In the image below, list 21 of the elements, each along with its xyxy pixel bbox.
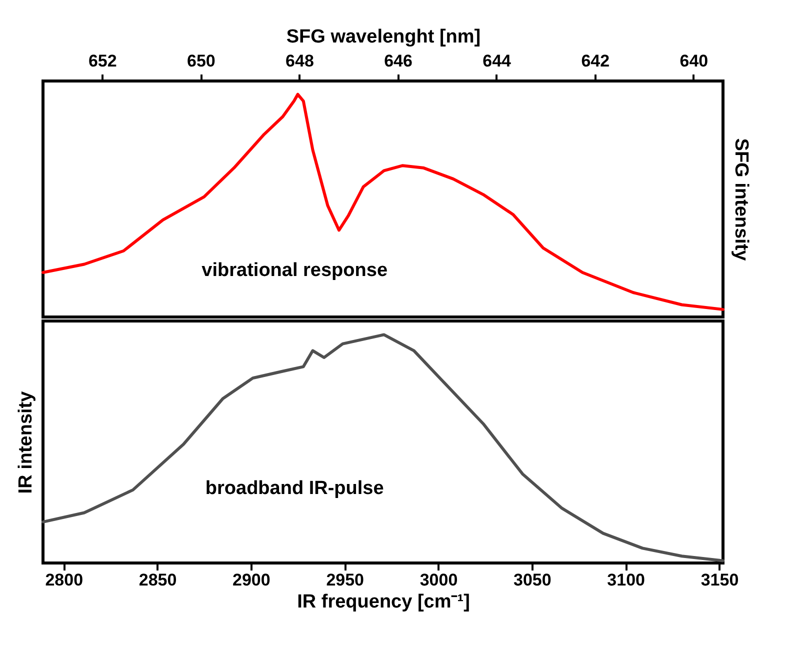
x-tick-label: 3050 <box>514 570 552 590</box>
x2-tick-label: 644 <box>482 52 512 70</box>
annotation: vibrational response <box>202 260 388 281</box>
x-tick-label: 2950 <box>326 570 364 590</box>
x2-tick-label: 640 <box>680 52 708 70</box>
x2-tick-label: 642 <box>581 52 610 70</box>
x-tick-label: 3000 <box>420 570 458 590</box>
y-axis-title: IR intensity <box>16 390 36 494</box>
x-tick-label: 2900 <box>232 570 270 590</box>
x2-tick-label: 646 <box>384 52 412 70</box>
x-axis-title: IR frequency [cm⁻¹] <box>297 592 470 612</box>
x2-tick-label: 648 <box>286 52 314 70</box>
x-tick-label: 3100 <box>607 570 646 590</box>
y2-axis-title: SFG intensity <box>730 138 752 262</box>
x-tick-label: 2850 <box>138 570 177 590</box>
x2-tick-label: 652 <box>88 52 117 70</box>
x2-tick-label: 650 <box>186 52 216 70</box>
x-tick-label: 2800 <box>45 570 84 590</box>
x2-axis-title: SFG wavelenght [nm] <box>286 26 481 48</box>
x-tick-label: 3150 <box>700 570 739 590</box>
annotation: broadband IR-pulse <box>205 478 384 499</box>
